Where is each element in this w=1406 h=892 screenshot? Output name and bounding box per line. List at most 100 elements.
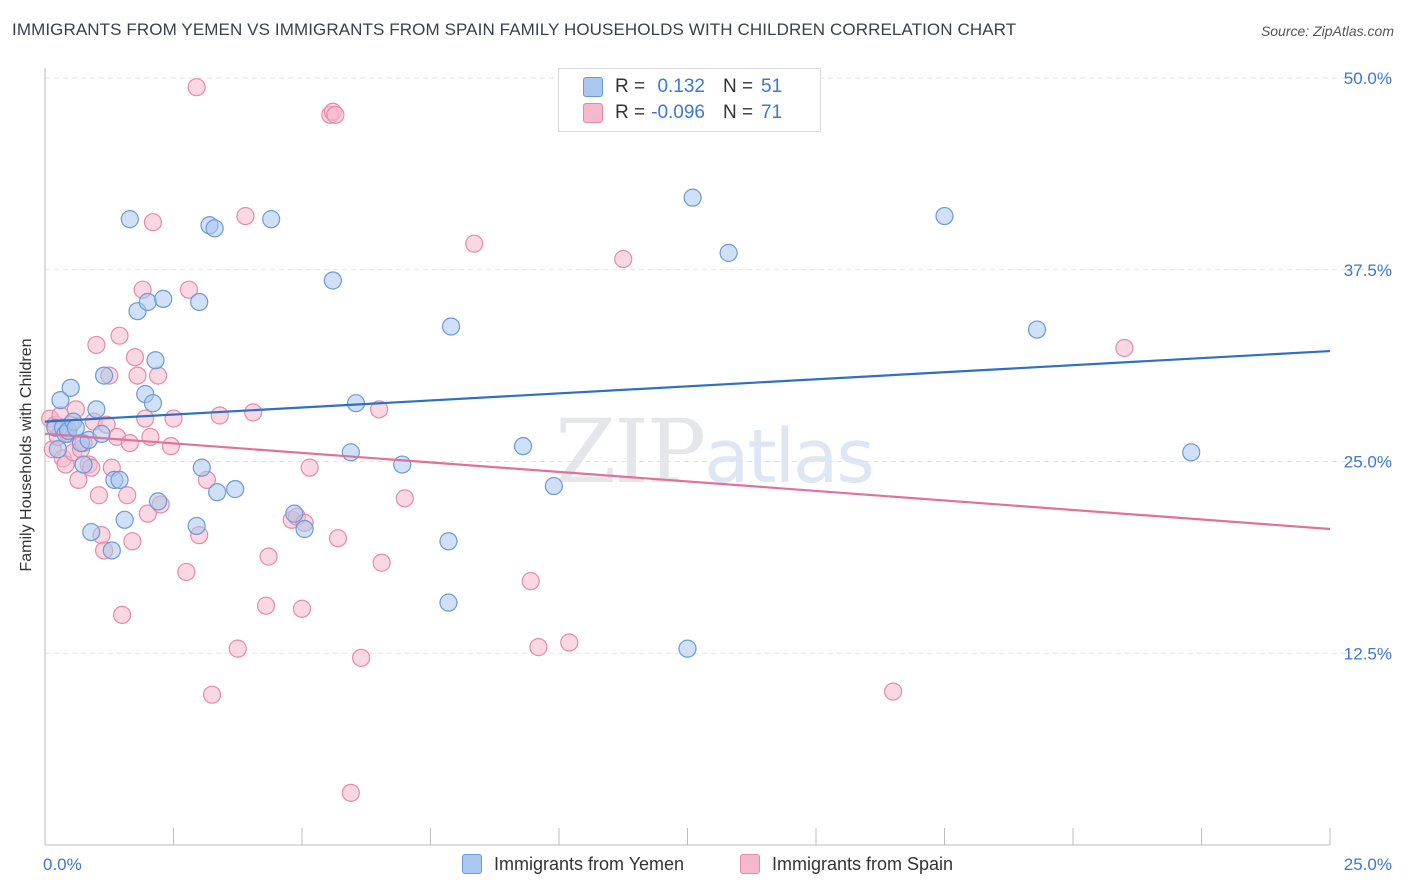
point-yemen: [226, 480, 245, 499]
point-yemen: [935, 206, 954, 226]
point-yemen: [295, 519, 314, 539]
point-spain: [138, 504, 157, 523]
point-spain: [300, 458, 319, 477]
point-yemen: [262, 210, 281, 229]
point-yemen: [544, 476, 563, 496]
point-yemen: [683, 188, 702, 207]
legend-r-label: R =: [615, 76, 646, 97]
y-tick-label: 50.0%: [1344, 69, 1392, 88]
point-spain: [341, 783, 360, 802]
point-spain: [352, 648, 371, 667]
point-yemen: [66, 418, 85, 437]
point-yemen: [1027, 320, 1047, 339]
point-yemen: [439, 532, 458, 551]
y-tick-label: 25.0%: [1344, 453, 1392, 472]
point-yemen: [61, 378, 80, 397]
point-spain: [395, 489, 414, 508]
bottom-legend-swatch-spain: [740, 854, 760, 874]
legend-r-value: 0.132: [657, 76, 705, 97]
point-spain: [328, 529, 348, 548]
point-yemen: [51, 391, 70, 410]
point-yemen: [205, 219, 224, 238]
point-yemen: [87, 400, 106, 419]
point-yemen: [95, 366, 114, 385]
point-spain: [372, 553, 391, 572]
point-spain: [118, 486, 137, 505]
legend-n-value: 71: [761, 102, 783, 123]
point-spain: [236, 206, 255, 226]
point-yemen: [143, 394, 163, 413]
point-yemen: [187, 516, 206, 536]
point-spain: [179, 280, 199, 299]
point-spain: [326, 105, 345, 124]
point-spain: [244, 403, 263, 422]
trend-line-yemen: [44, 349, 1331, 423]
point-spain: [177, 562, 196, 582]
point-spain: [110, 326, 129, 345]
point-spain: [465, 234, 484, 253]
point-spain: [187, 78, 206, 97]
point-yemen: [208, 483, 227, 502]
point-yemen: [190, 292, 209, 312]
point-spain: [370, 400, 389, 419]
point-spain: [210, 406, 229, 425]
point-spain: [128, 366, 147, 385]
legend-row-spain: R = -0.096 N = 71: [583, 101, 782, 125]
point-spain: [560, 633, 579, 652]
point-yemen: [74, 455, 93, 474]
legend-n-value: 51: [761, 76, 783, 97]
point-spain: [228, 639, 247, 658]
point-yemen: [115, 510, 134, 529]
point-yemen: [154, 289, 173, 308]
legend-row-yemen: R = 0.132 N = 51: [583, 75, 782, 99]
point-yemen: [441, 317, 461, 336]
y-tick-label: 37.5%: [1344, 261, 1392, 280]
legend-n-label: N =: [723, 76, 754, 97]
point-yemen: [513, 437, 533, 456]
bottom-legend-label-yemen: Immigrants from Yemen: [494, 853, 685, 874]
point-spain: [883, 682, 903, 701]
point-yemen: [138, 292, 157, 312]
point-yemen: [393, 455, 412, 474]
point-yemen: [323, 271, 342, 290]
point-yemen: [1182, 443, 1201, 462]
point-spain: [148, 366, 168, 385]
legend-r-value: -0.096: [651, 102, 705, 123]
watermark-zip: ZIP: [555, 400, 706, 503]
chart-title: IMMIGRANTS FROM YEMEN VS IMMIGRANTS FROM…: [12, 20, 1017, 39]
correlation-legend: R = 0.132 N = 51 R = -0.096 N = 71: [558, 68, 821, 132]
point-spain: [89, 486, 109, 505]
point-yemen: [102, 541, 121, 560]
bottom-legend-label-spain: Immigrants from Spain: [772, 853, 954, 874]
trend-line-spain: [44, 432, 1331, 531]
point-yemen: [110, 470, 129, 490]
point-yemen: [148, 492, 168, 511]
point-spain: [161, 437, 181, 456]
bottom-legend-swatch-yemen: [462, 854, 482, 874]
point-yemen: [719, 243, 738, 262]
point-spain: [1115, 338, 1134, 358]
point-spain: [69, 470, 88, 490]
x-tick-label: 0.0%: [43, 855, 82, 874]
point-spain: [529, 638, 548, 657]
bottom-legend-yemen: Immigrants from Yemen: [462, 852, 684, 876]
point-spain: [614, 249, 633, 269]
point-spain: [125, 348, 145, 367]
point-yemen: [439, 593, 458, 612]
point-yemen: [48, 440, 67, 459]
point-yemen: [678, 639, 697, 658]
legend-n-label: N =: [723, 102, 754, 123]
legend-r-label: R =: [615, 102, 646, 123]
point-spain: [123, 532, 142, 551]
point-yemen: [82, 522, 101, 542]
point-spain: [259, 547, 278, 566]
point-yemen: [146, 351, 165, 370]
point-spain: [136, 409, 155, 428]
source-credit: Source: ZipAtlas.com: [1260, 23, 1394, 39]
point-spain: [87, 335, 106, 355]
point-spain: [164, 409, 183, 428]
point-yemen: [285, 504, 304, 523]
bottom-legend-spain: Immigrants from Spain: [740, 852, 953, 876]
point-spain: [256, 596, 276, 615]
